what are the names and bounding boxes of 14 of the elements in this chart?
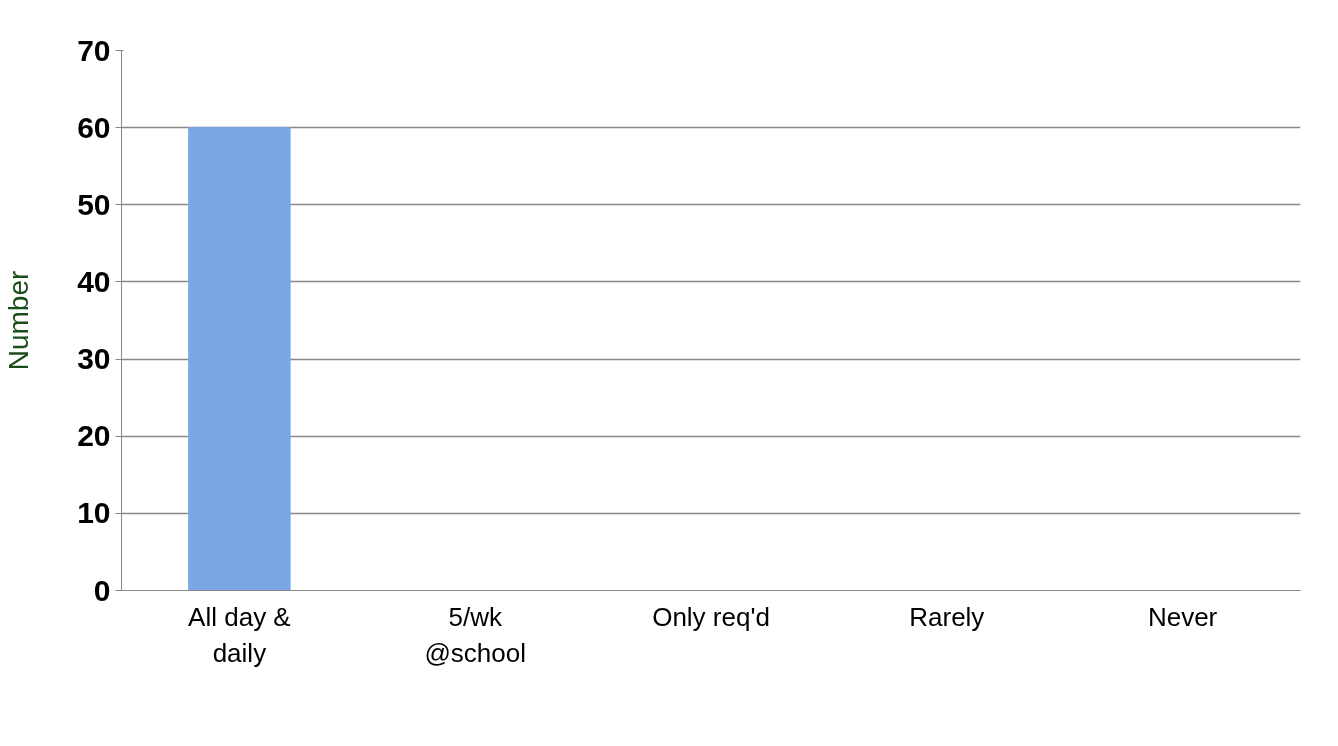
y-tick-label: 30 <box>77 342 111 376</box>
y-tick-label: 70 <box>77 33 111 67</box>
y-tick-label: 10 <box>77 496 111 530</box>
y-tick-label: 40 <box>77 264 111 298</box>
y-tick-label: 60 <box>77 110 111 144</box>
y-tick-label: 50 <box>77 187 111 221</box>
x-tick-label: 5/wk @school <box>424 601 526 668</box>
y-tick-label: 0 <box>93 573 111 607</box>
x-tick-label: Only req'd <box>652 601 770 632</box>
x-tick-label: Never <box>1147 601 1218 632</box>
x-tick-label: All day & daily <box>188 601 291 668</box>
y-tick-label: 20 <box>77 419 111 453</box>
x-tick-label: Rarely <box>909 601 985 632</box>
y-axis-title: Number <box>3 270 35 371</box>
